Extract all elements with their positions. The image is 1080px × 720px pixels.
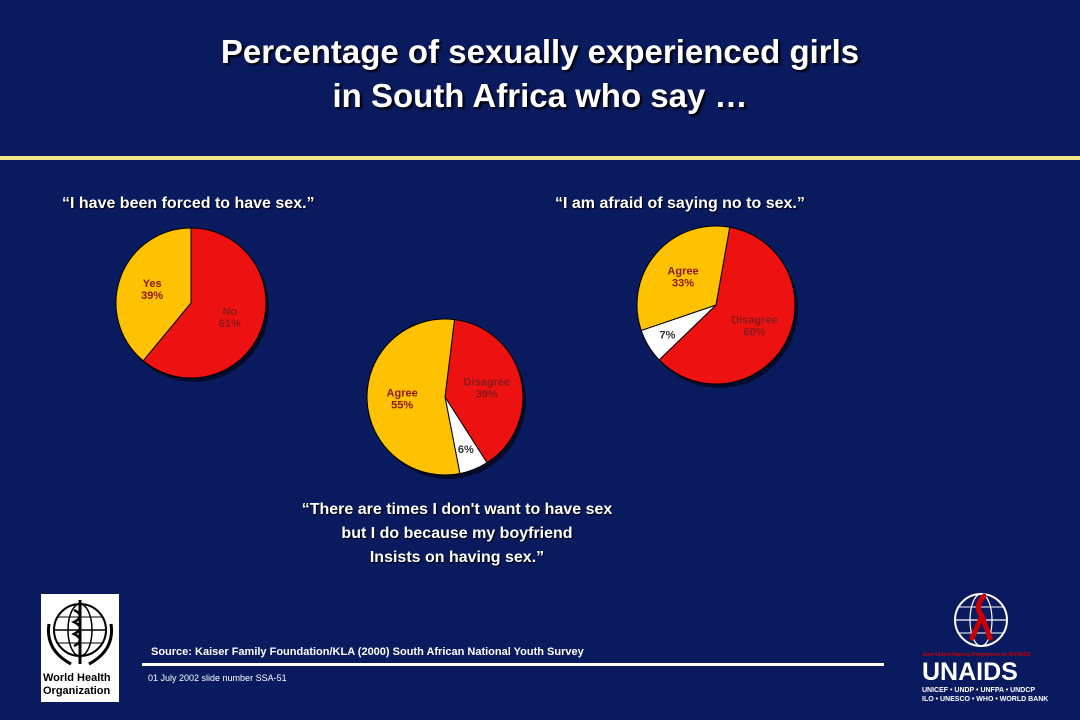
pie-3-slice-3-label: Agree 33% [667, 266, 698, 290]
unaids-wordmark: UNAIDS [922, 658, 1018, 687]
source-note: Source: Kaiser Family Foundation/KLA (20… [151, 646, 584, 658]
pie-3-slice-2-label: 7% [659, 330, 675, 342]
slide-footer: 01 July 2002 slide number SSA-51 [148, 673, 287, 683]
footer-divider [142, 663, 884, 666]
unaids-logo: Joint United Nations Programme on HIV/AI… [918, 590, 1024, 710]
pie-2-slice-2-label: 6% [458, 444, 474, 456]
unaids-partners: UNICEF • UNDP • UNFPA • UNDCP ILO • UNES… [922, 686, 1048, 704]
who-emblem-icon [41, 594, 119, 672]
pie-1-slice-2-label: Yes 39% [141, 278, 163, 302]
pie-2-slice-3-label: Agree 55% [387, 387, 418, 411]
who-logo: World Health Organization [41, 594, 119, 702]
un-emblem-icon [918, 590, 1024, 652]
who-logo-text: World Health Organization [43, 672, 111, 698]
